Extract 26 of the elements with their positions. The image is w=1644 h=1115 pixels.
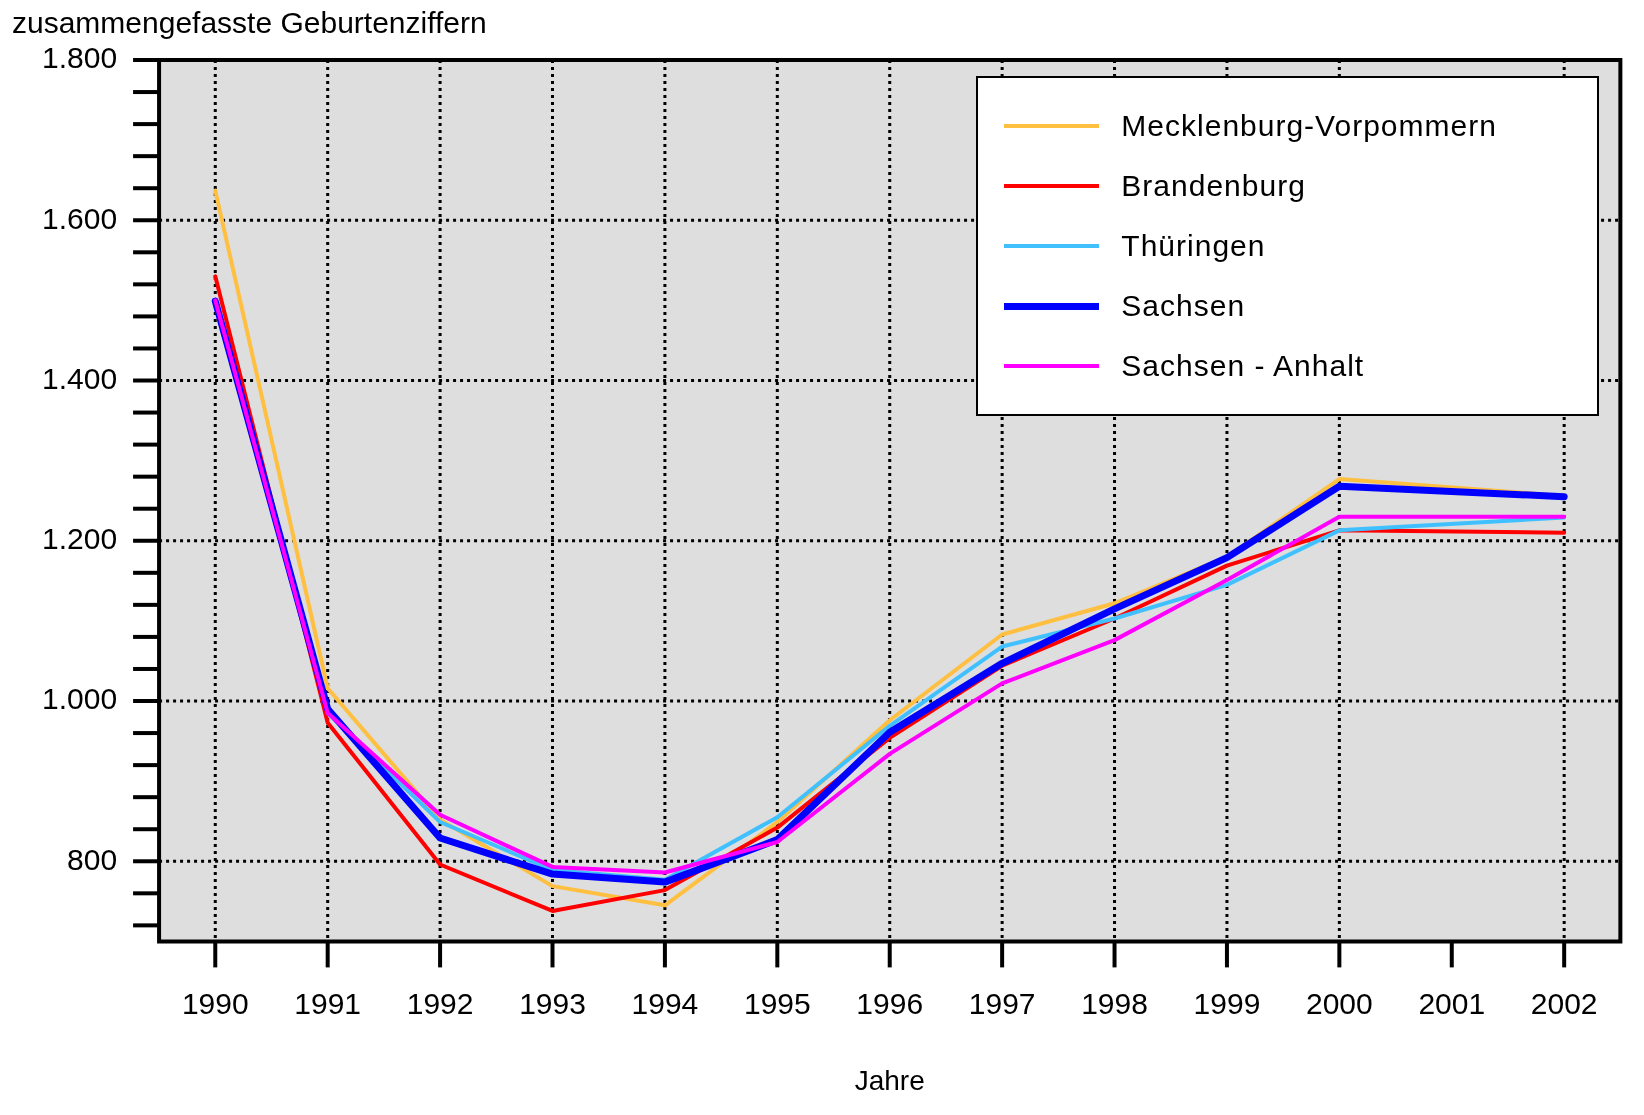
y-tick-label: 1.600 xyxy=(42,201,118,235)
y-tick-label: 1.000 xyxy=(42,682,118,716)
legend-label: Sachsen - Anhalt xyxy=(1121,349,1365,383)
y-tick-label: 800 xyxy=(67,842,118,876)
legend-label: Mecklenburg-Vorpommern xyxy=(1121,109,1497,143)
x-tick-label: 1993 xyxy=(519,986,586,1020)
x-tick-label: 1995 xyxy=(743,986,811,1020)
legend-label: Brandenburg xyxy=(1121,169,1306,203)
x-tick-label: 2002 xyxy=(1530,986,1598,1020)
x-tick-label: 1990 xyxy=(181,986,249,1020)
x-tick-label: 2000 xyxy=(1305,986,1373,1020)
y-tick-label: 1.800 xyxy=(42,41,118,75)
y-tick-label: 1.400 xyxy=(42,361,118,395)
x-tick-label: 2001 xyxy=(1418,986,1486,1020)
legend-label: Sachsen xyxy=(1121,289,1246,323)
x-tick-label: 1991 xyxy=(294,986,362,1020)
legend-label: Thüringen xyxy=(1121,229,1266,263)
x-tick-label: 1992 xyxy=(406,986,474,1020)
y-axis-title: zusammengefasste Geburtenziffern xyxy=(12,6,487,40)
x-tick-label: 1994 xyxy=(631,986,699,1020)
x-axis-title: Jahre xyxy=(854,1064,925,1096)
x-tick-label: 1998 xyxy=(1081,986,1148,1020)
x-tick-label: 1996 xyxy=(856,986,924,1020)
x-tick-label: 1999 xyxy=(1193,986,1261,1020)
y-tick-label: 1.200 xyxy=(42,522,118,556)
x-tick-label: 1997 xyxy=(968,986,1036,1020)
